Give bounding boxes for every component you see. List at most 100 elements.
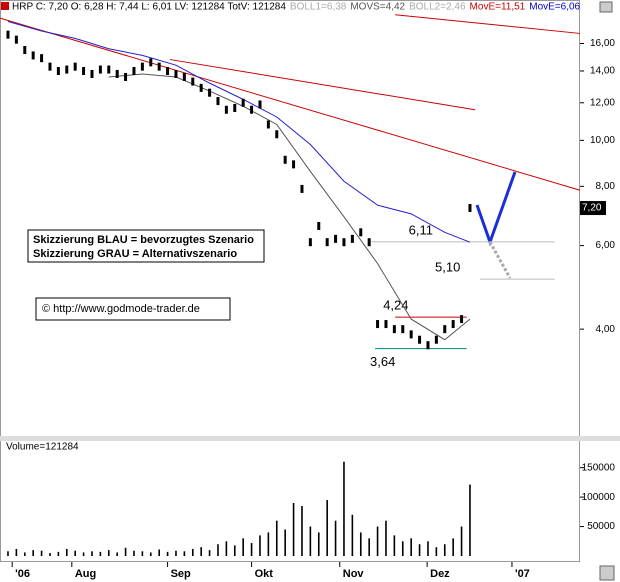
volume-bar	[368, 538, 370, 556]
header-item: BOLL2=2,46	[409, 2, 466, 13]
volume-bar	[435, 547, 438, 556]
price-candle	[90, 69, 94, 78]
volume-bar	[418, 544, 421, 556]
volume-bar	[359, 532, 362, 556]
trendline	[395, 14, 581, 34]
volume-bar	[376, 526, 379, 556]
volume-bar	[250, 543, 253, 556]
volume-bar	[259, 535, 261, 556]
x-tick-label: '06	[15, 568, 30, 580]
price-candle	[308, 238, 312, 247]
price-candle	[224, 105, 228, 114]
volume-bar	[217, 544, 219, 556]
y-tick-label: 16,00	[590, 38, 615, 49]
volume-bar	[191, 548, 194, 556]
header: HRP C: 7,20 O: 6,28 H: 7,44 L: 6,01 LV: …	[12, 2, 581, 13]
volume-bar	[242, 538, 244, 556]
price-candle	[376, 320, 380, 329]
volume-bar	[116, 552, 118, 556]
price-candle	[82, 67, 86, 76]
x-tick-label: Aug	[75, 568, 96, 580]
price-candle	[73, 62, 77, 71]
price-candle	[166, 67, 170, 76]
price-candle	[174, 69, 178, 78]
volume-bar	[149, 552, 152, 556]
price-candle	[216, 97, 220, 106]
price-candle	[317, 221, 321, 230]
price-candle	[149, 58, 153, 67]
note: Skizzierung BLAU = bevorzugtes Szenario	[33, 234, 254, 246]
price-candle	[208, 88, 212, 97]
price-candle	[48, 62, 52, 71]
y-tick-label: 12,00	[590, 97, 615, 108]
scenario-gray	[488, 241, 512, 279]
price-candle	[275, 130, 279, 139]
notes-box: Skizzierung BLAU = bevorzugtes Szenario …	[27, 229, 265, 321]
y-tick-label: 10,00	[590, 135, 615, 146]
price-candle	[367, 238, 371, 247]
x-tick-label: '07	[515, 568, 530, 580]
volume-bar	[452, 538, 454, 556]
y-tick-label: 14,00	[590, 66, 615, 77]
volume-bar	[15, 548, 18, 556]
y-tick-label: 100000	[582, 492, 616, 503]
level-label: 3,64	[370, 354, 395, 369]
volume-bar	[233, 545, 236, 556]
price-candle	[14, 35, 18, 44]
y-tick-label: 6,00	[596, 240, 616, 251]
volume-bar	[200, 547, 202, 556]
header-item: MovE=11,51	[470, 2, 526, 13]
volume-bar	[183, 551, 186, 556]
price-candle	[392, 325, 396, 334]
price-candle	[132, 67, 136, 76]
price-candle	[157, 62, 161, 71]
volume-bar	[133, 550, 135, 556]
level-label: 6,11	[409, 222, 433, 237]
x-tick-label: Sep	[171, 568, 191, 580]
price-candle	[6, 30, 10, 39]
volume-bar	[141, 551, 144, 556]
price-candle	[418, 335, 422, 344]
last-price-label: 7,20	[582, 203, 602, 214]
price-candle	[56, 67, 60, 76]
price-candle	[115, 69, 119, 78]
price-candle	[199, 83, 203, 92]
price-candle	[182, 72, 186, 81]
price-candle	[443, 325, 447, 334]
header-item: HRP C: 7,20 O: 6,28 H: 7,44 L: 6,01 LV: …	[12, 2, 286, 13]
last-price-box	[580, 201, 606, 216]
volume-bar	[99, 551, 102, 556]
volume-label: Volume=121284	[6, 442, 79, 453]
price-candle	[334, 234, 338, 243]
volume-bar	[57, 551, 60, 556]
volume-bar	[326, 500, 328, 556]
note: Skizzierung GRAU = Alternativszenario	[33, 248, 237, 260]
price-candle	[258, 100, 262, 109]
volume-bar	[292, 503, 295, 556]
volume-bar	[443, 544, 446, 556]
volume-bar	[82, 552, 85, 556]
icon	[1, 2, 9, 10]
volume-bar	[40, 550, 43, 556]
panel-divider	[0, 436, 620, 441]
price-candle	[23, 46, 27, 55]
price-candle	[401, 325, 405, 334]
price-candle	[359, 228, 363, 237]
header-item: BOLL1=6,38	[290, 2, 347, 13]
volume-bar	[410, 538, 412, 556]
y-tick-label: 4,00	[596, 324, 616, 335]
volume-bar	[65, 548, 68, 556]
volume-bar	[107, 550, 110, 556]
price-candle	[31, 51, 35, 60]
icon	[599, 1, 613, 13]
volume-bar	[301, 505, 303, 556]
volume-bar	[74, 550, 76, 556]
price-candle	[451, 320, 455, 329]
icon	[599, 565, 615, 581]
volume-bar	[460, 526, 463, 556]
price-candle	[40, 54, 44, 63]
volume-bar	[469, 484, 471, 556]
volume-bar	[317, 532, 320, 556]
